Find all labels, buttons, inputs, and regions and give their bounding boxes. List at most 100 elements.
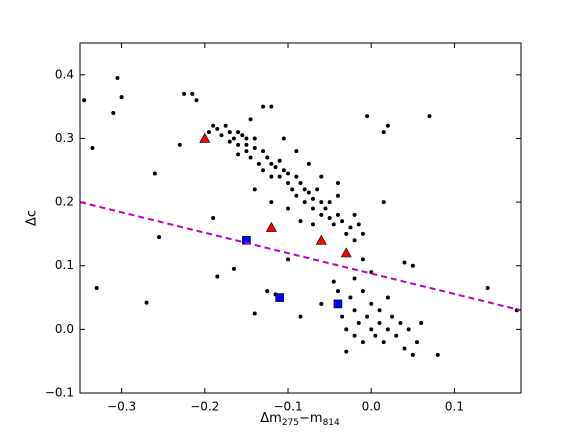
dot	[261, 168, 266, 173]
dot	[319, 200, 324, 205]
dot	[348, 295, 353, 300]
dot	[381, 130, 386, 135]
dot	[485, 286, 490, 290]
square-marker	[275, 293, 284, 302]
dot	[231, 136, 236, 141]
dot	[306, 190, 311, 195]
dot	[215, 274, 220, 279]
dot	[236, 142, 241, 147]
triangle-marker	[265, 221, 277, 232]
dot	[111, 111, 116, 115]
dot	[381, 340, 386, 345]
dot	[190, 91, 195, 96]
dot	[182, 91, 187, 96]
dot	[194, 98, 199, 103]
dot	[298, 181, 303, 185]
triangle-marker	[199, 132, 211, 143]
dot	[319, 301, 324, 306]
dot	[269, 200, 274, 205]
dot	[269, 104, 274, 109]
x-tick-label: −0.3	[107, 400, 136, 414]
dot	[115, 76, 120, 80]
dot	[277, 158, 282, 163]
dot	[344, 231, 349, 236]
dot	[414, 340, 419, 345]
y-tick-label: −0.1	[45, 386, 74, 400]
dot	[90, 146, 95, 150]
y-tick-label: 0.0	[55, 322, 74, 336]
dot	[410, 352, 415, 357]
dot	[273, 165, 278, 170]
dot	[335, 289, 340, 294]
dot	[331, 279, 336, 284]
dot	[211, 216, 216, 220]
dot	[290, 187, 295, 192]
dot	[360, 257, 365, 262]
dot	[298, 219, 303, 224]
dot	[310, 206, 315, 211]
dot	[369, 301, 374, 306]
dot	[335, 181, 340, 185]
y-tick-label: 0.2	[55, 195, 74, 209]
dot	[352, 276, 357, 281]
x-axis-label: Δm275−m814	[260, 411, 340, 428]
dot	[335, 193, 340, 198]
y-tick-label: 0.3	[55, 131, 74, 145]
dot	[265, 155, 270, 160]
dot	[365, 114, 370, 119]
dot	[381, 200, 386, 205]
dot	[323, 206, 328, 211]
dot	[360, 231, 365, 236]
dot	[248, 117, 253, 122]
dot	[410, 263, 415, 268]
dot	[286, 171, 291, 176]
dot	[277, 174, 282, 179]
y-axis-label: Δc	[25, 210, 40, 226]
dot	[219, 133, 224, 138]
dot	[244, 142, 249, 147]
y-tick-label: 0.1	[55, 258, 74, 272]
dot	[286, 181, 291, 185]
dot	[157, 235, 162, 240]
dot	[398, 321, 403, 325]
dot	[356, 222, 361, 227]
dot	[327, 216, 332, 220]
dot	[240, 133, 245, 138]
dot	[427, 114, 432, 119]
x-tick-label: −0.2	[190, 400, 219, 414]
dot	[248, 155, 253, 160]
dot	[352, 308, 357, 313]
dot	[261, 149, 266, 154]
square-marker	[242, 235, 251, 245]
dot	[385, 295, 390, 300]
dot	[265, 289, 270, 294]
dot	[310, 196, 315, 201]
triangle-marker	[315, 234, 327, 245]
dot	[177, 142, 182, 147]
dot	[286, 206, 291, 211]
dot	[365, 314, 370, 319]
dot	[373, 333, 378, 338]
dot	[435, 352, 440, 357]
dot	[206, 130, 211, 135]
dot	[119, 95, 124, 100]
dot	[211, 123, 216, 128]
dot	[227, 130, 232, 135]
dot	[281, 168, 286, 173]
dot	[302, 187, 307, 192]
dot	[369, 327, 374, 332]
dot	[252, 146, 257, 150]
dot	[244, 136, 249, 141]
dot	[82, 98, 87, 103]
dot	[281, 136, 286, 141]
dot	[344, 327, 349, 332]
dot	[144, 300, 149, 305]
dot	[261, 104, 266, 109]
dot	[294, 149, 299, 154]
dot	[298, 314, 303, 319]
x-tick-label: 0.0	[362, 400, 381, 414]
dot	[306, 161, 311, 166]
dot	[340, 219, 345, 224]
dot	[406, 327, 411, 332]
